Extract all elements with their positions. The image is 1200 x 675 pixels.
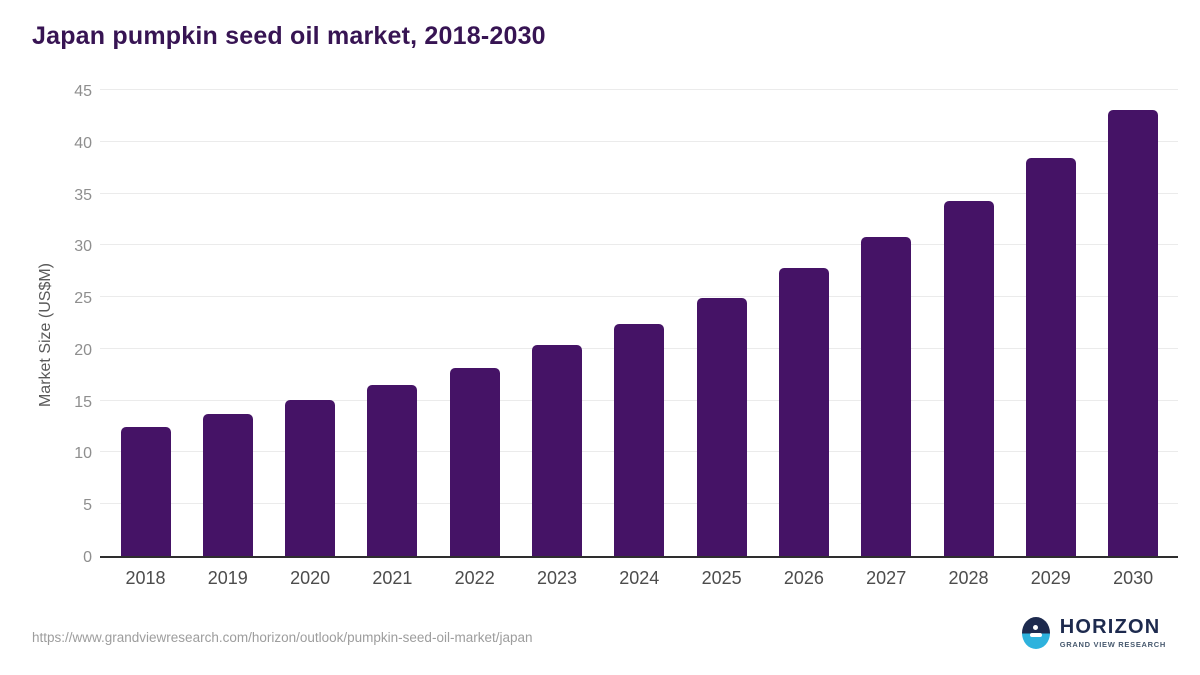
- source-url: https://www.grandviewresearch.com/horizo…: [32, 630, 533, 645]
- chart-title: Japan pumpkin seed oil market, 2018-2030: [32, 22, 546, 50]
- x-tick-label: 2020: [290, 568, 331, 588]
- y-axis-tick-labels: 0 5 10 15 20 25 30 35 40 45: [52, 83, 92, 566]
- y-tick-label: 30: [74, 238, 92, 256]
- x-tick-label: 2029: [1030, 568, 1071, 588]
- bar-2027[interactable]: [861, 237, 912, 556]
- x-tick-label: 2025: [701, 568, 742, 588]
- x-tick-label: 2026: [783, 568, 824, 588]
- gridline: [100, 244, 1178, 246]
- y-tick-label: 10: [74, 445, 92, 463]
- bar-chart-plot-area: [100, 89, 1178, 558]
- bar-2021[interactable]: [367, 385, 418, 556]
- bar-2030[interactable]: [1108, 109, 1159, 556]
- horizon-logo-icon: [1021, 617, 1050, 649]
- y-tick-label: 0: [83, 549, 92, 566]
- bar-2026[interactable]: [778, 268, 829, 556]
- x-axis-tick-labels: 2018 2019 2020 2021 2022 2023 2024 2025 2026 2027…: [100, 568, 1178, 594]
- gridline: [100, 89, 1178, 90]
- y-tick-label: 15: [74, 393, 92, 411]
- gridline: [100, 296, 1178, 298]
- y-tick-label: 35: [74, 186, 92, 204]
- bar-2022[interactable]: [449, 367, 500, 556]
- y-tick-label: 40: [74, 134, 92, 152]
- bar-2028[interactable]: [943, 200, 994, 556]
- y-tick-label: 5: [83, 497, 92, 515]
- bar-2019[interactable]: [202, 414, 253, 556]
- x-tick-label: 2024: [619, 568, 660, 588]
- horizon-logo: HORIZON GRAND VIEW RESEARCH: [1021, 616, 1166, 649]
- x-tick-label: 2030: [1113, 568, 1154, 588]
- bar-2029[interactable]: [1025, 158, 1076, 556]
- x-tick-label: 2018: [125, 568, 166, 588]
- bar-2024[interactable]: [614, 324, 665, 556]
- gridline: [100, 192, 1178, 194]
- bar-2018[interactable]: [120, 426, 171, 556]
- bar-2023[interactable]: [532, 344, 582, 556]
- horizon-logo-title: HORIZON: [1059, 616, 1161, 638]
- bar-2025[interactable]: [696, 298, 747, 556]
- gridline: [100, 140, 1178, 142]
- x-tick-label: 2022: [454, 568, 495, 588]
- x-tick-label: 2028: [948, 568, 989, 588]
- x-tick-label: 2019: [207, 568, 248, 588]
- horizon-logo-subtitle: GRAND VIEW RESEARCH: [1059, 640, 1166, 649]
- x-tick-label: 2021: [372, 568, 413, 588]
- y-tick-label: 45: [74, 83, 92, 100]
- y-tick-label: 25: [74, 290, 92, 308]
- bar-2020[interactable]: [285, 399, 336, 556]
- y-tick-label: 20: [74, 341, 92, 359]
- x-tick-label: 2023: [536, 568, 578, 588]
- x-tick-label: 2027: [866, 568, 907, 588]
